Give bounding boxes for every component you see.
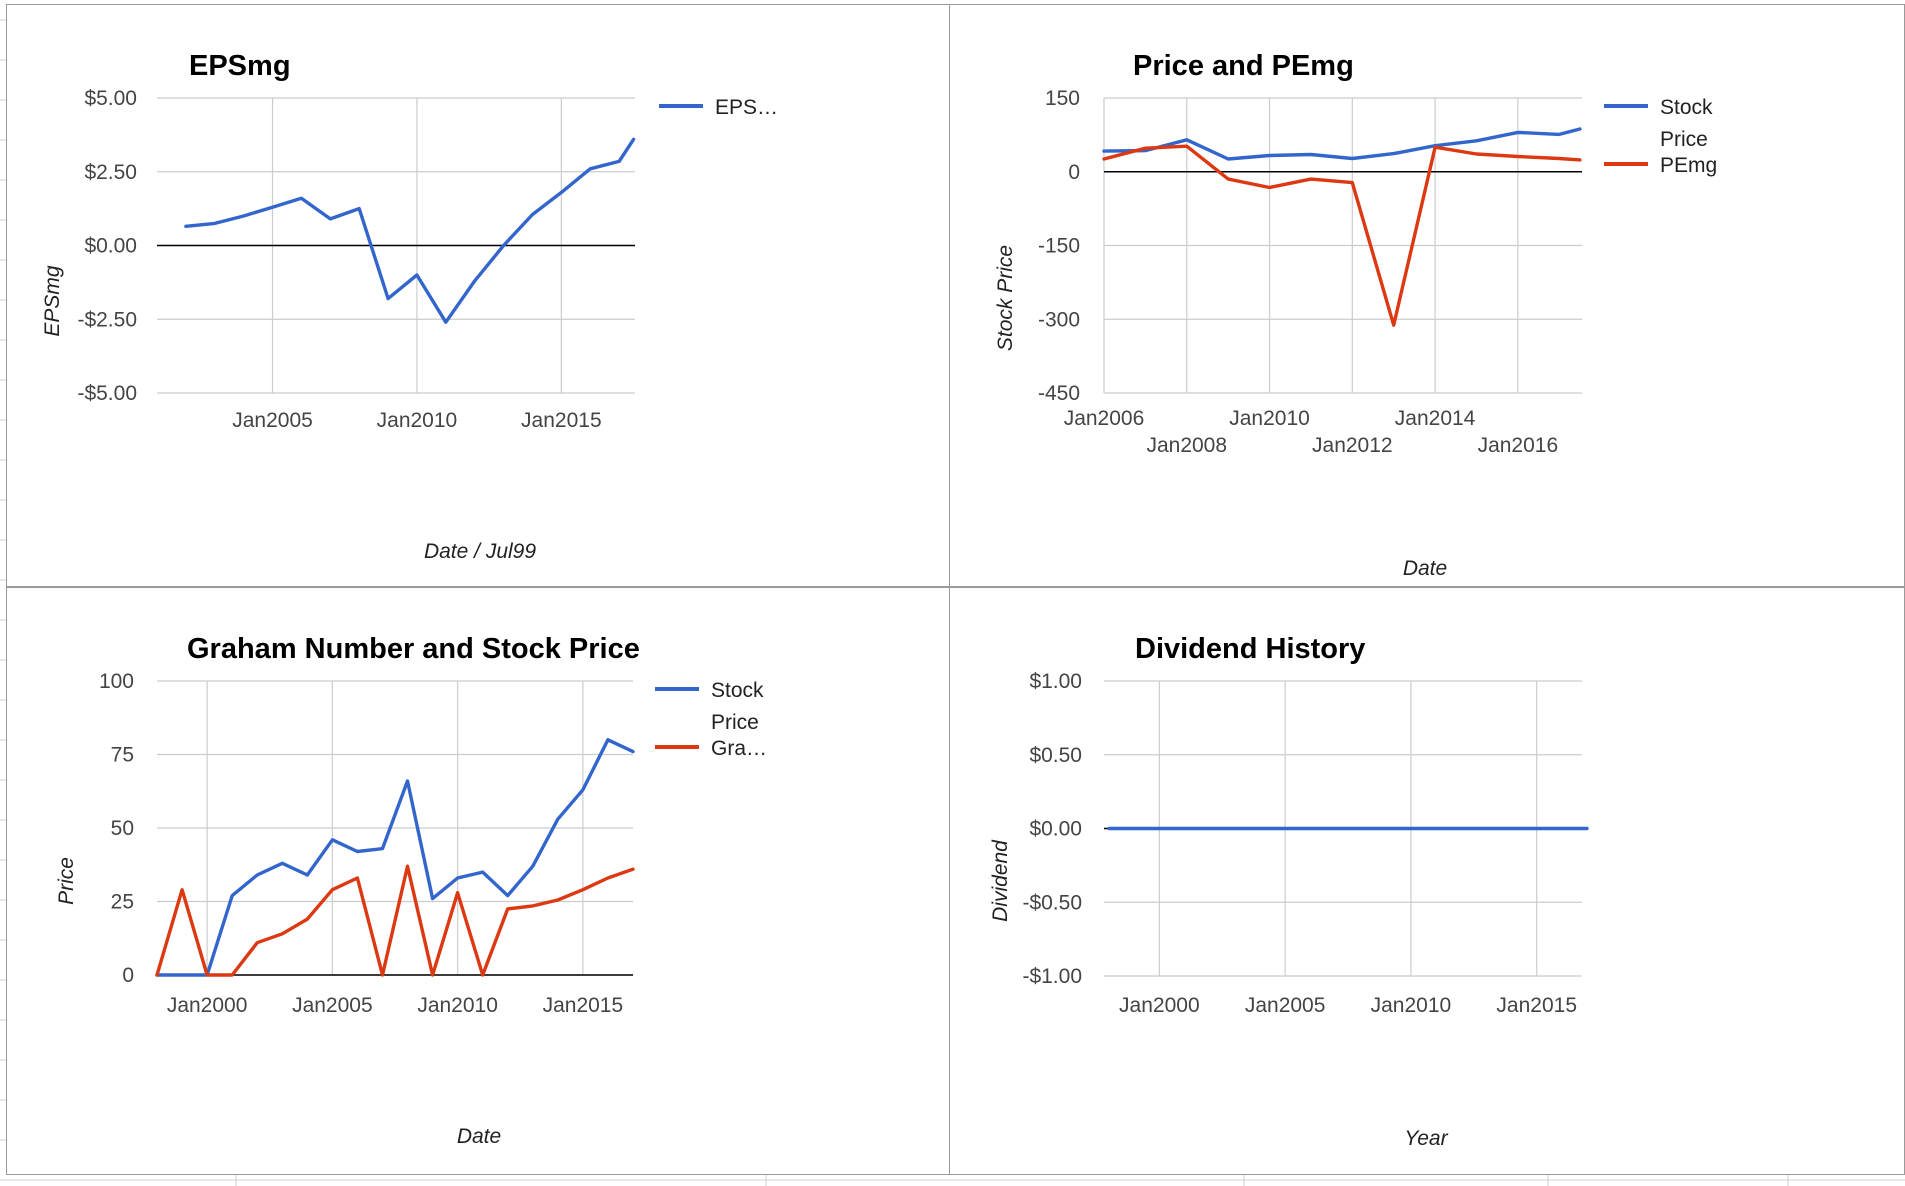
y-tick-label: 50 [111,817,134,840]
y-tick-label: -450 [1038,382,1080,405]
y-tick-label: 100 [99,670,134,693]
x-axis-title: Year [1404,1127,1448,1150]
y-tick-label: -$2.50 [77,308,137,331]
y-tick-label: $5.00 [84,87,137,110]
chart-panel-graham[interactable]: Graham Number and Stock Price 100 75 50 25 0… [6,587,950,1175]
x-tick-label: Jan2000 [1119,994,1200,1017]
chart-title: EPSmg [189,50,291,82]
x-tick-labels: Jan2000 Jan2005 Jan2010 Jan2015 [1119,994,1577,1017]
y-tick-labels: $5.00 $2.50 $0.00 -$2.50 -$5.00 [77,87,137,405]
dividend-chart: Dividend History $1.00 $0.50 $0.00 -$0.50 -$… [989,633,1589,1150]
y-tick-label: -$5.00 [77,382,137,405]
y-tick-label: $0.00 [84,235,137,258]
y-axis-title: Price [55,857,78,905]
legend-item[interactable]: Stock Price [1604,96,1713,151]
y-tick-label: 150 [1045,87,1080,110]
x-tick-label: Jan2010 [377,409,458,432]
legend-label: Stock [1660,96,1713,119]
y-tick-label: $0.50 [1029,744,1082,767]
legend[interactable]: EPS… [659,96,778,119]
x-tick-label: Jan2010 [1371,994,1452,1017]
y-tick-label: -300 [1038,308,1080,331]
legend[interactable]: Stock Price Gra… [655,679,767,760]
legend-label: EPS… [715,96,778,119]
y-tick-label: $1.00 [1029,670,1082,693]
series-lines [1102,127,1582,327]
x-tick-label: Jan2015 [543,994,624,1017]
x-tick-label: Jan2010 [1229,407,1310,430]
legend-item[interactable]: EPS… [659,96,778,119]
graham-chart: Graham Number and Stock Price 100 75 50 25 0… [55,633,767,1148]
x-tick-label: Jan2005 [292,994,373,1017]
y-axis-title: Dividend [989,839,1012,922]
legend-item[interactable]: Stock Price [655,679,764,734]
y-axis-title: Stock Price [994,245,1017,351]
x-tick-label: Jan2005 [232,409,313,432]
x-tick-label: Jan2000 [167,994,248,1017]
chart-title: Price and PEmg [1133,50,1354,82]
chart-panel-price-pemg[interactable]: Price and PEmg 150 0 -150 -300 -450 Jan2006 J… [949,4,1905,587]
legend-label: Price [1660,128,1708,151]
x-tick-label: Jan2014 [1395,407,1476,430]
series-lines [184,137,636,324]
y-tick-label: -150 [1038,235,1080,258]
y-tick-label: 75 [111,744,134,767]
epsmg-chart: EPSmg $5.00 $2.50 $0.00 -$2.50 -$5.00 Jan200… [41,50,778,563]
series-line-secondary[interactable] [155,864,635,977]
series-line-primary[interactable] [1102,127,1582,161]
x-tick-labels: Jan2000 Jan2005 Jan2010 Jan2015 [167,994,623,1017]
x-axis-title: Date [457,1125,501,1148]
legend-item[interactable]: PEmg [1604,154,1717,177]
legend-item[interactable]: Gra… [655,737,767,760]
chart-title: Dividend History [1135,633,1365,665]
y-tick-label: 25 [111,891,134,914]
y-tick-label: 0 [1068,161,1080,184]
y-tick-labels: $1.00 $0.50 $0.00 -$0.50 -$1.00 [1022,670,1082,988]
legend-label: Price [711,711,759,734]
series-line-primary[interactable] [155,738,635,977]
x-tick-label: Jan2008 [1146,434,1227,457]
x-tick-label: Jan2015 [521,409,602,432]
x-tick-label: Jan2012 [1312,434,1393,457]
x-axis-title: Date / Jul99 [424,540,536,563]
y-tick-labels: 150 0 -150 -300 -450 [1038,87,1080,405]
x-tick-label: Jan2005 [1245,994,1326,1017]
series-line-primary[interactable] [184,137,636,324]
y-tick-label: $0.00 [1029,818,1082,841]
legend-label: Stock [711,679,764,702]
y-tick-label: -$0.50 [1022,891,1082,914]
y-axis-title: EPSmg [41,265,64,337]
x-tick-labels: Jan2006Jan2008Jan2010Jan2012Jan2014Jan20… [1064,407,1558,457]
x-tick-label: Jan2015 [1496,994,1577,1017]
x-tick-labels: Jan2005 Jan2010 Jan2015 [232,409,601,432]
chart-title: Graham Number and Stock Price [187,633,640,665]
x-tick-label: Jan2010 [417,994,498,1017]
legend-label: Gra… [711,737,767,760]
y-tick-label: 0 [122,964,134,987]
chart-panel-dividend[interactable]: Dividend History $1.00 $0.50 $0.00 -$0.50 -$… [949,587,1905,1175]
y-tick-label: $2.50 [84,161,137,184]
y-tick-labels: 100 75 50 25 0 [99,670,134,987]
plot-grid [157,680,633,976]
x-tick-label: Jan2006 [1064,407,1145,430]
x-tick-label: Jan2016 [1478,434,1559,457]
x-axis-title: Date [1403,557,1447,580]
series-line-secondary[interactable] [1102,144,1582,327]
legend[interactable]: Stock Price PEmg [1604,96,1717,177]
y-tick-label: -$1.00 [1022,965,1082,988]
legend-label: PEmg [1660,154,1717,177]
series-lines [155,738,635,977]
chart-panel-epsmg[interactable]: EPSmg $5.00 $2.50 $0.00 -$2.50 -$5.00 Jan200… [6,4,950,587]
